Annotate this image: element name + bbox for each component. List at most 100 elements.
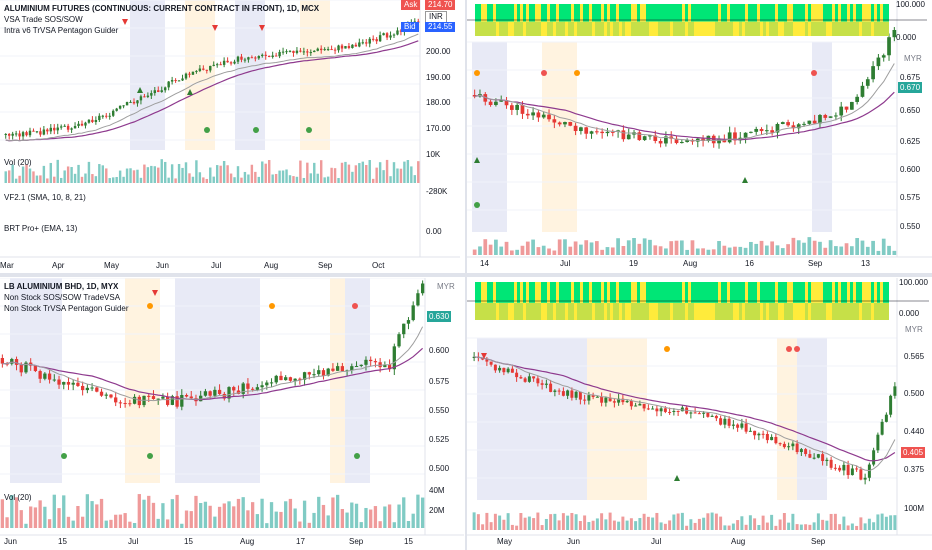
candle [799,449,803,453]
volume-bar [188,173,191,183]
volume-bar [860,240,865,255]
tl-volume-label[interactable]: Vol (20) [4,158,32,167]
heatmap-cell [502,282,505,303]
chart-panel-top-right[interactable]: 100.000 0.000 MYR 0.675 0.650 0.625 0.60… [467,0,932,272]
volume-bar [523,517,527,530]
chart-panel-bottom-left[interactable]: LB ALUMINIUM BHD, 1D, MYX Non Stock SOS/… [0,278,464,550]
candle [504,100,509,106]
highlight-band [125,278,160,483]
heatmap-cell [748,4,751,22]
tl-xtick-mar: Mar [0,261,14,270]
volume-bar [139,177,143,183]
tl-price-plot[interactable] [0,0,464,272]
candle [344,46,347,49]
volume-bar [502,519,506,530]
br-ytick-3: 0.375 [904,465,925,474]
br-vol-tick: 100M [904,504,925,513]
heatmap-cell [502,21,505,36]
volume-bar [80,516,85,528]
heatmap-cell [835,4,838,22]
volume-bar [389,176,392,183]
volume-bar [818,241,822,255]
heatmap-cell [796,21,799,36]
volume-bar [319,160,323,183]
bl-symbol-title[interactable]: LB ALUMINIUM BHD, 1D, MYX [4,282,119,291]
heatmap-cell [655,21,658,36]
volume-bar [129,168,132,183]
tr-price-plot[interactable] [467,0,932,272]
volume-bar [219,165,222,183]
volume-bar [385,159,389,183]
heatmap-cell [565,21,568,36]
heatmap-cell [877,21,880,36]
candle [578,391,582,400]
bl-volume-label[interactable]: Vol (20) [4,493,32,502]
pentagon-marker [352,303,358,309]
heatmap-cell [856,4,859,22]
tl-study-pentagon[interactable]: Intra v6 TrVSA Pentagon Guider [4,26,119,35]
candle [122,105,125,107]
moving-average-line-2 [5,33,419,142]
candle [842,464,846,471]
tl-vf-label[interactable]: VF2.1 (SMA, 10, 8, 21) [4,193,86,202]
volume-bar [98,164,101,183]
heatmap-cell [565,4,568,22]
volume-bar [757,525,761,530]
bl-ytick-0: 0.600 [429,346,450,355]
volume-bar [748,515,752,530]
heatmap-cell [604,302,607,320]
heatmap-cell [865,21,868,36]
bl-price-plot[interactable] [0,278,464,550]
candle [863,477,867,480]
chart-panel-bottom-right[interactable]: 100.000 0.000 MYR 0.565 0.500 0.440 0.37… [467,278,932,550]
heatmap-cell [715,282,718,303]
chart-panel-top-left[interactable]: ALUMINIUM FUTURES (CONTINUOUS: CURRENT C… [0,0,464,272]
heatmap-cell [823,282,826,303]
bl-study-sos[interactable]: Non Stock SOS/SOW TradeVSA [4,293,121,302]
volume-bar [288,498,293,528]
candle [80,123,84,126]
volume-bar [411,513,415,528]
heatmap-cell [865,4,868,22]
heatmap-cell [787,282,790,303]
candle [808,454,812,458]
heatmap-cell [883,282,886,303]
bl-study-pentagon[interactable]: Non Stock TrVSA Pentagon Guider [4,304,129,313]
br-price-plot[interactable] [467,278,932,550]
bl-xtick-6: Sep [349,537,364,546]
candle [151,396,156,399]
volume-bar [626,240,631,255]
volume-bar [199,503,203,528]
heatmap-cell [673,282,676,303]
candle [823,115,828,118]
tl-brt-label[interactable]: BRT Pro+ (EMA, 13) [4,224,78,233]
candle [335,366,340,371]
heatmap-cell [814,4,817,22]
heatmap-cell [859,302,862,320]
sell-signal-marker [122,19,128,25]
heatmap-cell [883,302,886,320]
volume-bar [109,519,113,528]
volume-bar [509,250,514,255]
tl-study-sos[interactable]: VSA Trade SOS/SOW [4,15,83,24]
candle [108,115,111,117]
heatmap-cell [634,4,637,22]
volume-bar [73,173,77,183]
volume-bar [77,164,80,183]
volume-bar [163,161,167,183]
candle [340,366,345,372]
heatmap-cell [529,302,532,320]
candle [846,464,850,476]
heatmap-cell [772,282,775,303]
heatmap-cell [595,21,598,36]
bl-xtick-2: Jul [128,537,139,546]
br-ytick-2: 0.440 [904,427,925,436]
candle [364,359,368,365]
volume-bar [209,167,212,183]
heatmap-cell [634,21,637,36]
horizontal-divider[interactable] [0,273,932,277]
tl-symbol-title[interactable]: ALUMINIUM FUTURES (CONTINUOUS: CURRENT C… [4,4,320,13]
candle [358,42,361,47]
heatmap-cell [568,282,571,303]
candle [736,424,740,428]
